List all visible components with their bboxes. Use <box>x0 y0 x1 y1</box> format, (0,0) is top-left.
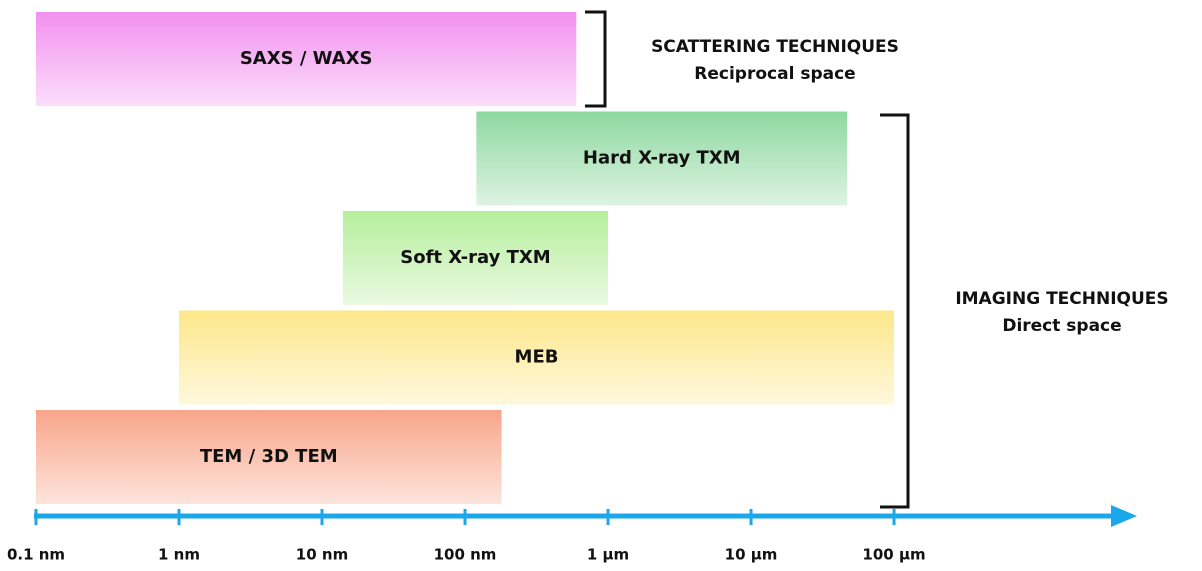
group-subtitle: Reciprocal space <box>694 64 855 84</box>
x-tick-label: 1 µm <box>587 546 629 564</box>
x-tick-label: 1 nm <box>158 546 200 564</box>
bracket <box>585 10 607 108</box>
x-tick-label: 10 µm <box>725 546 778 564</box>
group-subtitle: Direct space <box>1002 316 1121 336</box>
bracket <box>880 113 910 509</box>
axis-arrow <box>1111 505 1137 527</box>
group-title: SCATTERING TECHNIQUES <box>651 37 899 57</box>
bar <box>36 12 577 106</box>
x-tick-label: 0.1 nm <box>7 546 65 564</box>
bar <box>179 310 895 405</box>
bar <box>342 211 609 305</box>
bar-label: Hard X-ray TXM <box>583 148 741 169</box>
bar-label: TEM / 3D TEM <box>200 446 338 467</box>
bar <box>36 410 502 504</box>
bar <box>476 111 848 206</box>
group-title: IMAGING TECHNIQUES <box>955 289 1168 309</box>
x-tick-label: 100 nm <box>434 546 497 564</box>
x-tick-label: 10 nm <box>296 546 348 564</box>
bar-label: SAXS / WAXS <box>240 48 373 69</box>
bar-label: Soft X-ray TXM <box>400 247 550 268</box>
x-tick-label: 100 µm <box>862 546 925 564</box>
bar-label: MEB <box>515 347 559 368</box>
